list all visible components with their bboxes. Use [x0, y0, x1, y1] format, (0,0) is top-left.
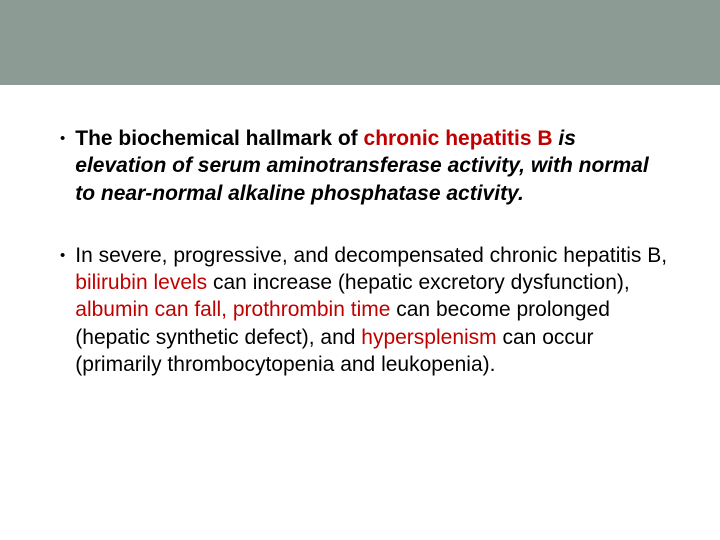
header-band	[0, 0, 720, 85]
bullet-text: In severe, progressive, and decompensate…	[75, 242, 670, 378]
bullet-dot-icon: •	[60, 242, 75, 378]
bullet-dot-icon: •	[60, 125, 75, 207]
bullet-item: • In severe, progressive, and decompensa…	[60, 242, 670, 378]
slide-content: • The biochemical hallmark of chronic he…	[0, 85, 720, 378]
bullet-item: • The biochemical hallmark of chronic he…	[60, 125, 670, 207]
bullet-text: The biochemical hallmark of chronic hepa…	[75, 125, 670, 207]
